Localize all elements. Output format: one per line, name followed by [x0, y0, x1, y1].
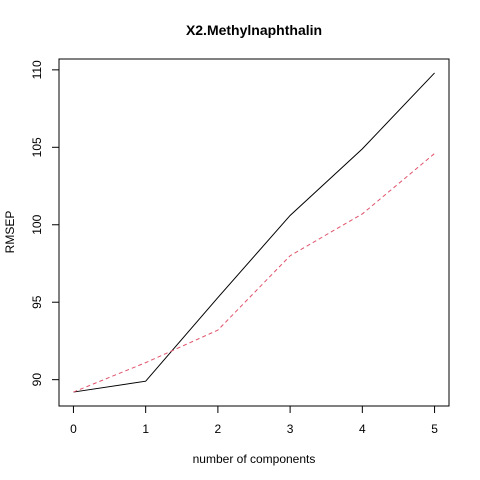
x-tick-label-1: 1	[142, 422, 149, 436]
x-tick-label-4: 4	[359, 422, 366, 436]
x-tick-label-3: 3	[287, 422, 294, 436]
x-tick-label-0: 0	[70, 422, 77, 436]
y-axis: 90 95 100 105 110	[30, 60, 59, 386]
y-tick-label-1: 95	[30, 295, 44, 309]
chart-title: X2.Methylnaphthalin	[186, 22, 322, 38]
series-line-1	[73, 153, 435, 393]
x-axis-label: number of components	[193, 452, 316, 466]
y-tick-label-0: 90	[30, 373, 44, 387]
y-tick-label-2: 100	[30, 214, 44, 234]
series-line-0	[73, 72, 435, 393]
series-layer	[73, 72, 435, 393]
plot-frame	[58, 58, 450, 407]
x-axis: 0 1 2 3 4 5	[70, 406, 438, 436]
x-tick-label-5: 5	[431, 422, 438, 436]
x-tick-label-2: 2	[215, 422, 222, 436]
y-tick-label-3: 105	[30, 137, 44, 157]
y-axis-label: RMSEP	[3, 211, 17, 254]
y-tick-label-4: 110	[30, 60, 44, 79]
